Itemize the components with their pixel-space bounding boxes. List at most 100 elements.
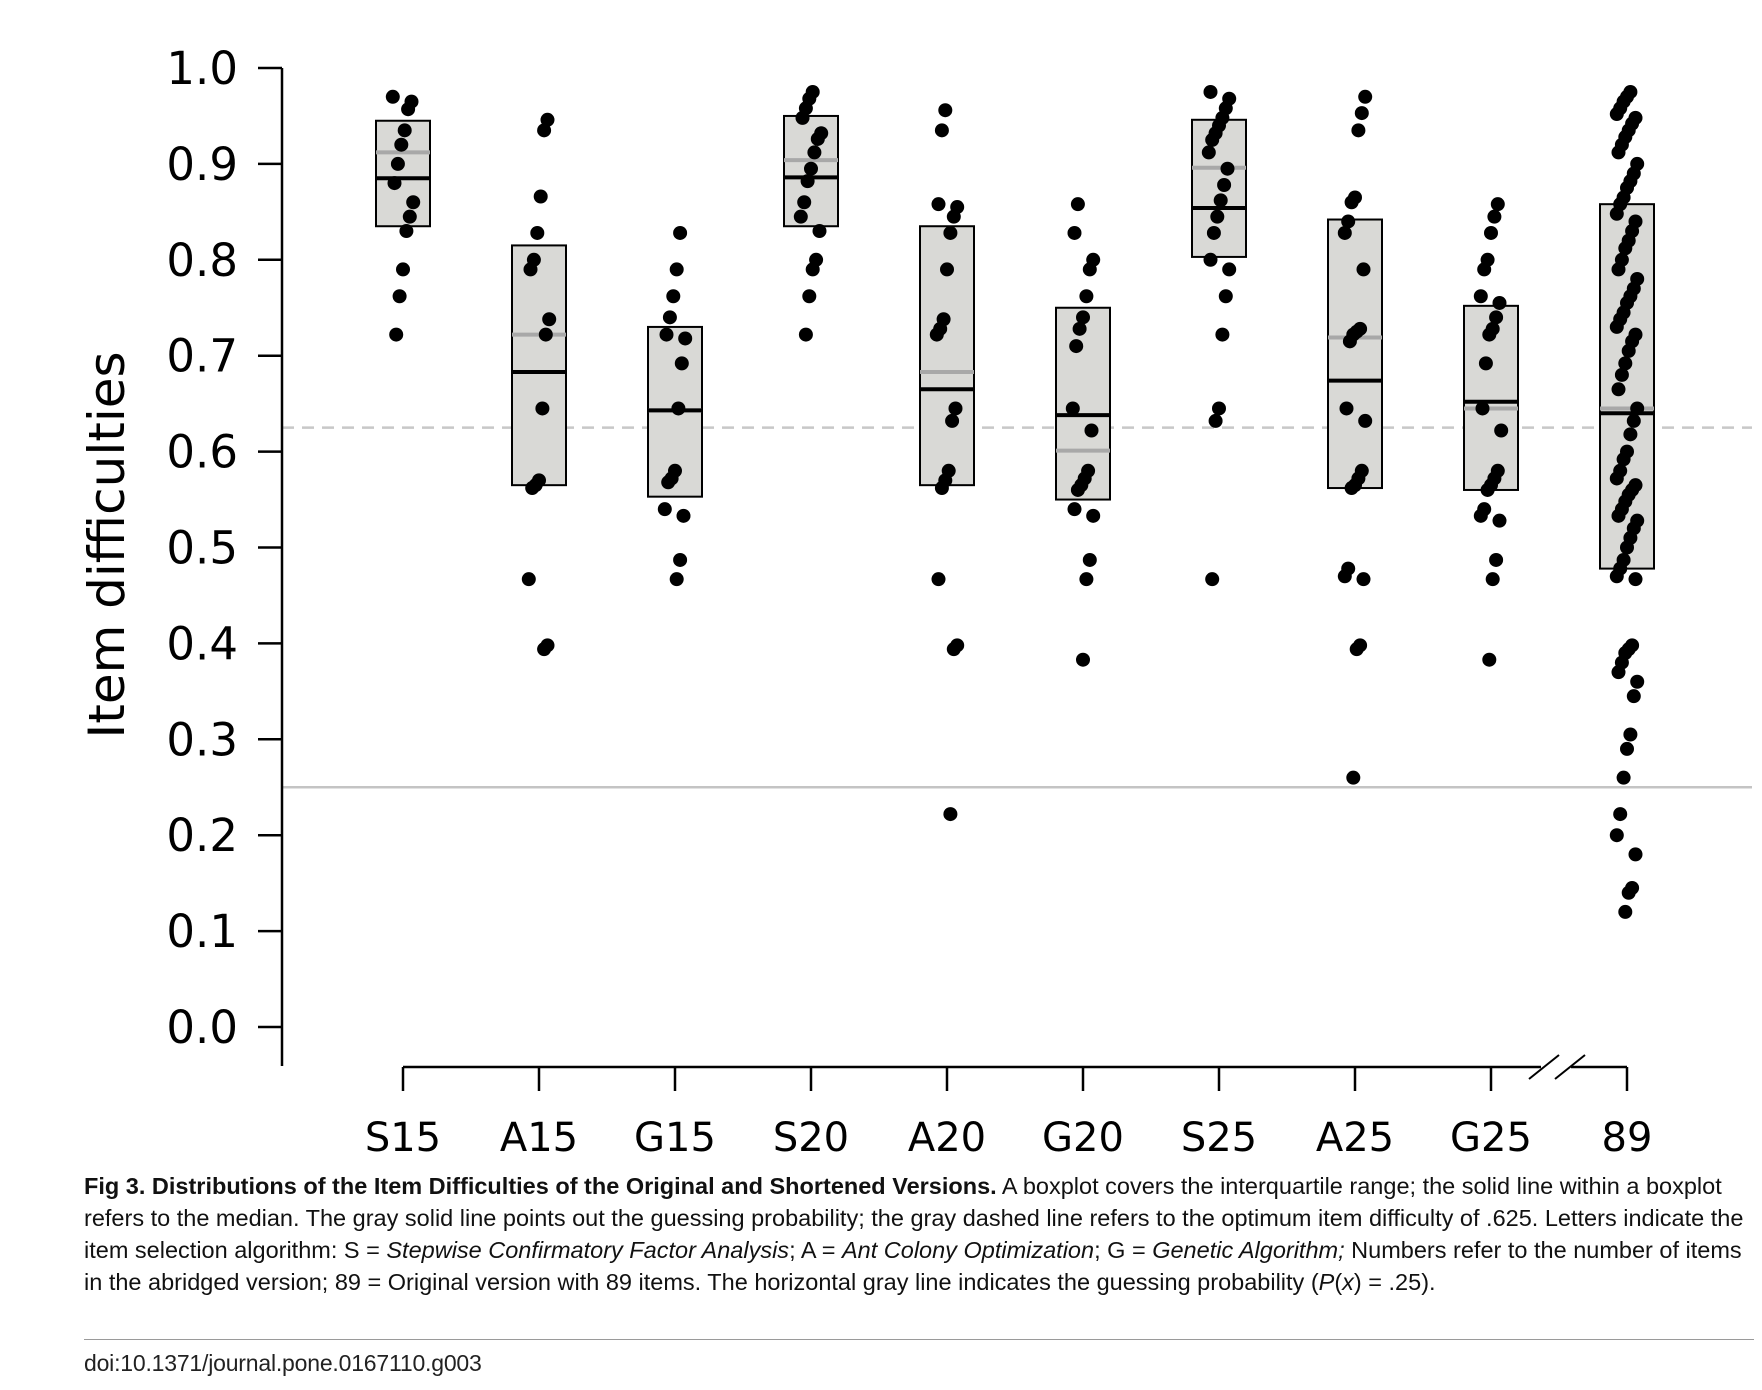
data-point (1213, 193, 1228, 208)
x-axis: S15 A15 G15 S20 A20 G20 S25 A25 G25 89 (365, 1054, 1652, 1160)
data-point (387, 176, 402, 191)
data-point (1201, 145, 1216, 160)
data-point (812, 224, 827, 239)
caption-text: A boxplot covers the interquartile range… (84, 1173, 1744, 1263)
figure-caption: Fig 3. Distributions of the Item Difficu… (84, 1170, 1754, 1298)
data-point (1344, 481, 1359, 496)
data-point (1215, 327, 1230, 342)
data-point (1618, 904, 1633, 919)
data-point (1337, 569, 1352, 584)
data-point (402, 209, 417, 224)
data-point (1609, 471, 1624, 486)
data-point (399, 224, 414, 239)
data-point (537, 123, 552, 138)
data-point (1208, 413, 1223, 428)
caption-algo-g: Genetic Algorithm; (1152, 1237, 1345, 1263)
data-point (1492, 513, 1507, 528)
caption-label: Fig 3. (84, 1173, 146, 1199)
data-point (1630, 674, 1645, 689)
y-tick-label: 0.1 (166, 905, 238, 958)
data-point (1613, 807, 1628, 822)
data-point (800, 174, 815, 189)
data-point (793, 209, 808, 224)
data-point (1616, 770, 1631, 785)
data-point (1203, 252, 1218, 267)
data-point (521, 572, 536, 587)
data-point (1609, 319, 1624, 334)
box-A25 (1327, 218, 1383, 490)
data-point (1620, 540, 1634, 555)
data-point (1477, 262, 1492, 277)
data-point (406, 195, 421, 210)
y-tick-label: 1.0 (166, 42, 238, 95)
data-point (397, 123, 412, 138)
axis-break-mark (1528, 1054, 1560, 1080)
x-tick-label-S20: S20 (773, 1115, 849, 1160)
data-point (1490, 197, 1505, 212)
data-point (1356, 262, 1371, 277)
axis-break-mark (1554, 1054, 1586, 1080)
x-tick-label-G25: G25 (1450, 1115, 1532, 1160)
x-tick-label-S25: S25 (1181, 1115, 1257, 1160)
boxplots (375, 114, 1655, 570)
y-tick-label: 0.2 (166, 809, 238, 862)
data-point (946, 209, 961, 224)
data-point (938, 103, 953, 118)
data-point (929, 327, 944, 342)
y-tick-label: 0.4 (166, 617, 238, 670)
data-point (1344, 195, 1359, 210)
data-point (1626, 689, 1641, 704)
data-point (401, 102, 416, 117)
data-point (1487, 209, 1502, 224)
data-point (1072, 321, 1087, 336)
data-point (1494, 423, 1509, 438)
data-point (392, 289, 407, 304)
data-point (1628, 572, 1643, 587)
data-point (1473, 289, 1488, 304)
data-point (810, 131, 825, 146)
data-point (934, 481, 949, 496)
data-point (1609, 828, 1624, 843)
data-point (1611, 665, 1626, 680)
data-point (1609, 206, 1624, 221)
caption-text: ) = .25). (1353, 1269, 1436, 1295)
data-point (802, 289, 817, 304)
data-point (678, 331, 693, 346)
y-tick-label: 0.0 (166, 1001, 238, 1054)
data-point (1611, 262, 1626, 277)
data-point (673, 225, 688, 240)
data-point (1210, 209, 1225, 224)
x-tick-label-A15: A15 (500, 1115, 578, 1160)
data-point (1082, 552, 1097, 567)
data-point (535, 401, 550, 416)
data-point (1203, 84, 1218, 99)
caption-p-symbol: P (1318, 1269, 1335, 1295)
data-point (673, 552, 688, 567)
data-point (1609, 569, 1624, 584)
data-point (1358, 89, 1373, 104)
data-point (1205, 132, 1220, 147)
data-point (1065, 401, 1080, 416)
data-point (394, 137, 409, 152)
data-point (1489, 552, 1504, 567)
data-point (1611, 508, 1626, 523)
data-point (530, 225, 545, 240)
data-point (1337, 225, 1352, 240)
data-point (1480, 482, 1495, 497)
data-point (671, 401, 686, 416)
data-point (805, 262, 820, 277)
data-point (1618, 356, 1633, 371)
data-point (390, 156, 405, 171)
data-point (1354, 106, 1369, 121)
data-point (1346, 770, 1361, 785)
data-point (1067, 502, 1082, 517)
data-point (1482, 652, 1497, 667)
y-tick-label: 0.8 (166, 234, 238, 287)
data-point (1079, 572, 1094, 587)
data-point (948, 401, 963, 416)
data-point (1621, 885, 1636, 900)
data-point (798, 327, 813, 342)
data-point (1082, 262, 1097, 277)
data-point (1342, 334, 1357, 349)
data-point (1356, 572, 1371, 587)
